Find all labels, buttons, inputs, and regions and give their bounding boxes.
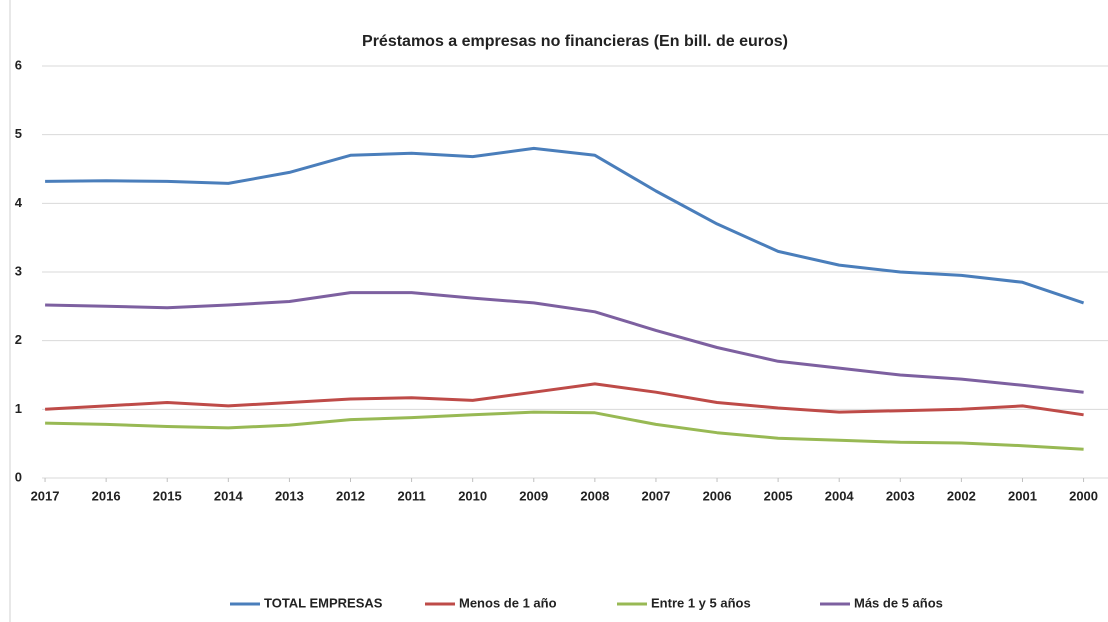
x-tick-label: 2008 — [580, 488, 609, 503]
x-tick-label: 2012 — [336, 488, 365, 503]
x-tick-label: 2017 — [31, 488, 60, 503]
y-tick-label: 2 — [15, 332, 22, 347]
y-tick-label: 0 — [15, 469, 22, 484]
x-tick-label: 2000 — [1069, 488, 1098, 503]
x-tick-label: 2016 — [92, 488, 121, 503]
x-tick-label: 2004 — [825, 488, 855, 503]
x-tick-label: 2014 — [214, 488, 244, 503]
y-tick-label: 6 — [15, 57, 22, 72]
y-tick-label: 3 — [15, 263, 22, 278]
y-tick-label: 5 — [15, 126, 22, 141]
x-tick-label: 2001 — [1008, 488, 1037, 503]
legend-label: TOTAL EMPRESAS — [264, 595, 383, 610]
chart-title: Préstamos a empresas no financieras (En … — [362, 33, 788, 50]
x-tick-label: 2015 — [153, 488, 182, 503]
series-line — [45, 382, 1084, 417]
series-line — [45, 291, 1084, 394]
series-line — [45, 410, 1084, 451]
y-tick-label: 4 — [15, 195, 23, 210]
y-tick-label: 1 — [15, 401, 22, 416]
x-tick-label: 2002 — [947, 488, 976, 503]
x-tick-label: 2009 — [519, 488, 548, 503]
x-tick-label: 2007 — [641, 488, 670, 503]
legend-label: Entre 1 y 5 años — [651, 595, 751, 610]
x-tick-label: 2013 — [275, 488, 304, 503]
legend-label: Más de 5 años — [854, 595, 943, 610]
x-tick-label: 2006 — [703, 488, 732, 503]
x-tick-label: 2010 — [458, 488, 487, 503]
x-tick-label: 2005 — [764, 488, 793, 503]
series-line — [45, 146, 1085, 305]
legend-label: Menos de 1 año — [459, 595, 557, 610]
x-tick-label: 2003 — [886, 488, 915, 503]
x-tick-label: 2011 — [397, 488, 425, 503]
